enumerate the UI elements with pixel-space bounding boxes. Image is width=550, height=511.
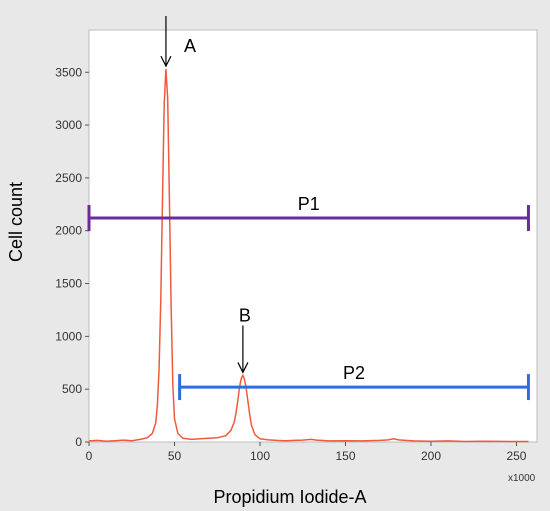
annotations: AB bbox=[160, 16, 251, 374]
y-tick-label: 2500 bbox=[55, 171, 82, 185]
y-tick-label: 500 bbox=[62, 382, 82, 396]
gate-p1: P1 bbox=[87, 194, 530, 232]
x-tick-label: 50 bbox=[168, 449, 182, 463]
x-tick-label: 150 bbox=[335, 449, 355, 463]
peak-annotation-a: A bbox=[160, 16, 196, 68]
arrow-head-icon bbox=[237, 362, 249, 374]
x-multiplier: x1000 bbox=[508, 473, 536, 484]
x-tick-label: 250 bbox=[506, 449, 526, 463]
plot-area bbox=[88, 29, 538, 443]
y-tick-label: 1500 bbox=[55, 277, 82, 291]
y-tick-label: 0 bbox=[75, 435, 82, 449]
arrow-head-icon bbox=[160, 55, 172, 68]
gate-label: P2 bbox=[343, 363, 365, 383]
x-tick-label: 100 bbox=[250, 449, 270, 463]
y-tick-label: 1000 bbox=[55, 329, 82, 343]
x-axis: 0 50 100 150 200 250 bbox=[86, 442, 527, 463]
series-line bbox=[88, 69, 529, 443]
y-tick-label: 3000 bbox=[55, 118, 82, 132]
gates: P1 P2 bbox=[87, 194, 530, 401]
gate-label: P1 bbox=[298, 194, 320, 214]
y-axis: 0 500 1000 1500 2000 2500 3000 3500 bbox=[55, 65, 89, 449]
peak-annotation-b: B bbox=[237, 305, 251, 374]
gate-p2: P2 bbox=[178, 363, 530, 401]
x-tick-label: 0 bbox=[86, 449, 93, 463]
peak-label: A bbox=[184, 36, 196, 56]
x-axis-title: Propidium Iodide-A bbox=[213, 487, 366, 507]
y-axis-title: Cell count bbox=[6, 182, 26, 262]
y-tick-label: 2000 bbox=[55, 224, 82, 238]
y-tick-label: 3500 bbox=[55, 65, 82, 79]
x-tick-label: 200 bbox=[421, 449, 441, 463]
peak-label: B bbox=[239, 305, 251, 325]
